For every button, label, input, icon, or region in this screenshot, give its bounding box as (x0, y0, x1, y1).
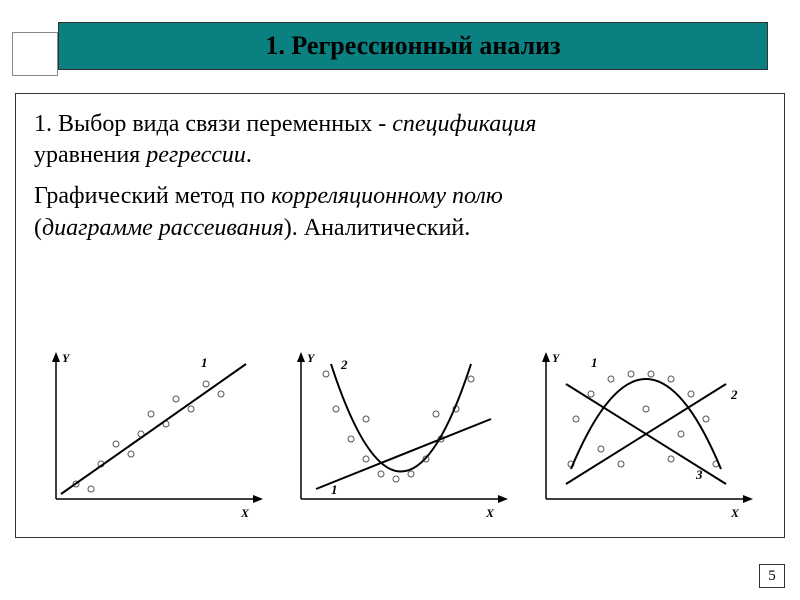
paragraph-1: 1. Выбор вида связи переменных - специфи… (34, 109, 766, 171)
svg-text:2: 2 (730, 387, 738, 402)
header-region: 1. Регрессионный анализ (0, 22, 800, 74)
text-italic: регрессии (146, 142, 246, 168)
svg-text:X: X (730, 506, 740, 520)
header-tab-decor (12, 32, 58, 76)
svg-text:X: X (485, 506, 495, 520)
svg-text:Y: Y (62, 351, 71, 365)
svg-text:X: X (240, 506, 250, 520)
text: ( (34, 215, 42, 241)
page-number-value: 5 (768, 568, 776, 585)
text-italic: корреляционному полю (271, 183, 503, 209)
slide-title-bar: 1. Регрессионный анализ (58, 22, 768, 70)
paragraph-2: Графический метод по корреляционному пол… (34, 181, 766, 243)
svg-text:3: 3 (695, 467, 703, 482)
slide-title: 1. Регрессионный анализ (265, 31, 560, 61)
chart-3-parabola-down: Y X 1 2 3 (521, 339, 766, 529)
text-italic: диаграмме рассеивания (42, 215, 284, 241)
text: уравнения (34, 142, 146, 168)
svg-text:1: 1 (591, 355, 598, 370)
svg-text:Y: Y (307, 351, 316, 365)
text: 1. Выбор вида связи переменных - (34, 111, 392, 137)
svg-text:Y: Y (552, 351, 561, 365)
text-italic: спецификация (392, 111, 536, 137)
content-box: 1. Выбор вида связи переменных - специфи… (15, 93, 785, 538)
charts-row: Y X 1 Y X 1 2 Y X 1 2 3 (31, 339, 771, 529)
svg-text:2: 2 (340, 357, 348, 372)
svg-text:1: 1 (331, 482, 338, 497)
page-number: 5 (759, 564, 785, 588)
text: ). Аналитический. (284, 215, 471, 241)
svg-text:1: 1 (201, 355, 208, 370)
chart-1-linear: Y X 1 (31, 339, 276, 529)
text: . (246, 142, 252, 168)
text: Графический метод по (34, 183, 271, 209)
chart-2-parabola-up: Y X 1 2 (276, 339, 521, 529)
